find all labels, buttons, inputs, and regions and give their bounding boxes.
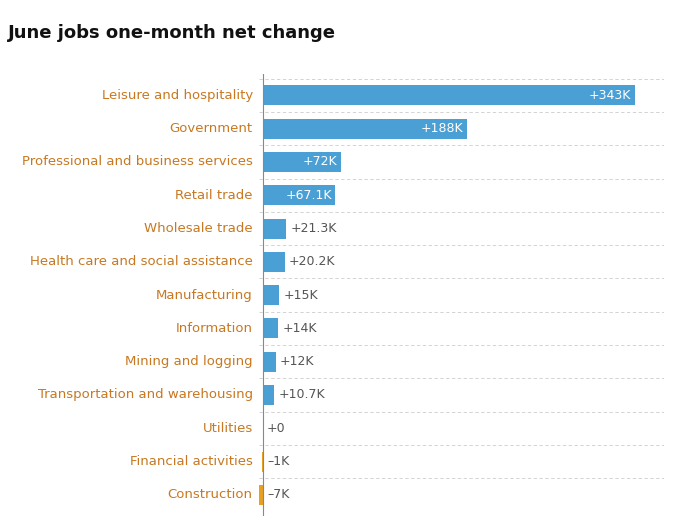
Bar [263,352,276,372]
Text: +21.3K: +21.3K [290,222,336,235]
Text: Information: Information [176,322,253,335]
Text: Transportation and warehousing: Transportation and warehousing [38,388,253,402]
Bar [263,285,279,305]
Bar [263,85,635,105]
Text: +15K: +15K [283,289,318,301]
Bar [263,318,278,338]
Bar [255,485,263,505]
Text: +72K: +72K [303,155,338,169]
Text: Mining and logging: Mining and logging [125,355,253,368]
Text: Retail trade: Retail trade [175,189,253,202]
Bar [263,186,336,205]
Bar [263,219,286,239]
Text: +343K: +343K [589,89,632,102]
Text: +20.2K: +20.2K [289,256,336,268]
Text: +0: +0 [267,422,286,435]
Text: +14K: +14K [282,322,317,335]
Text: Construction: Construction [168,489,253,501]
Text: June jobs one-month net change: June jobs one-month net change [8,24,336,42]
Text: Utilities: Utilities [202,422,253,435]
Bar [263,252,284,272]
Bar [263,385,274,405]
Text: Manufacturing: Manufacturing [156,289,253,301]
Text: –1K: –1K [267,455,289,468]
Text: +67.1K: +67.1K [286,189,332,202]
Bar [262,452,263,472]
Text: Professional and business services: Professional and business services [22,155,253,169]
Text: Health care and social assistance: Health care and social assistance [30,256,253,268]
Text: Wholesale trade: Wholesale trade [144,222,253,235]
Text: –7K: –7K [267,489,289,501]
Text: Leisure and hospitality: Leisure and hospitality [102,89,253,102]
Bar [263,119,466,139]
Text: +12K: +12K [280,355,315,368]
Text: +10.7K: +10.7K [278,388,326,402]
Text: Financial activities: Financial activities [130,455,253,468]
Text: Government: Government [170,122,253,135]
Bar [263,152,341,172]
Text: +188K: +188K [421,122,463,135]
